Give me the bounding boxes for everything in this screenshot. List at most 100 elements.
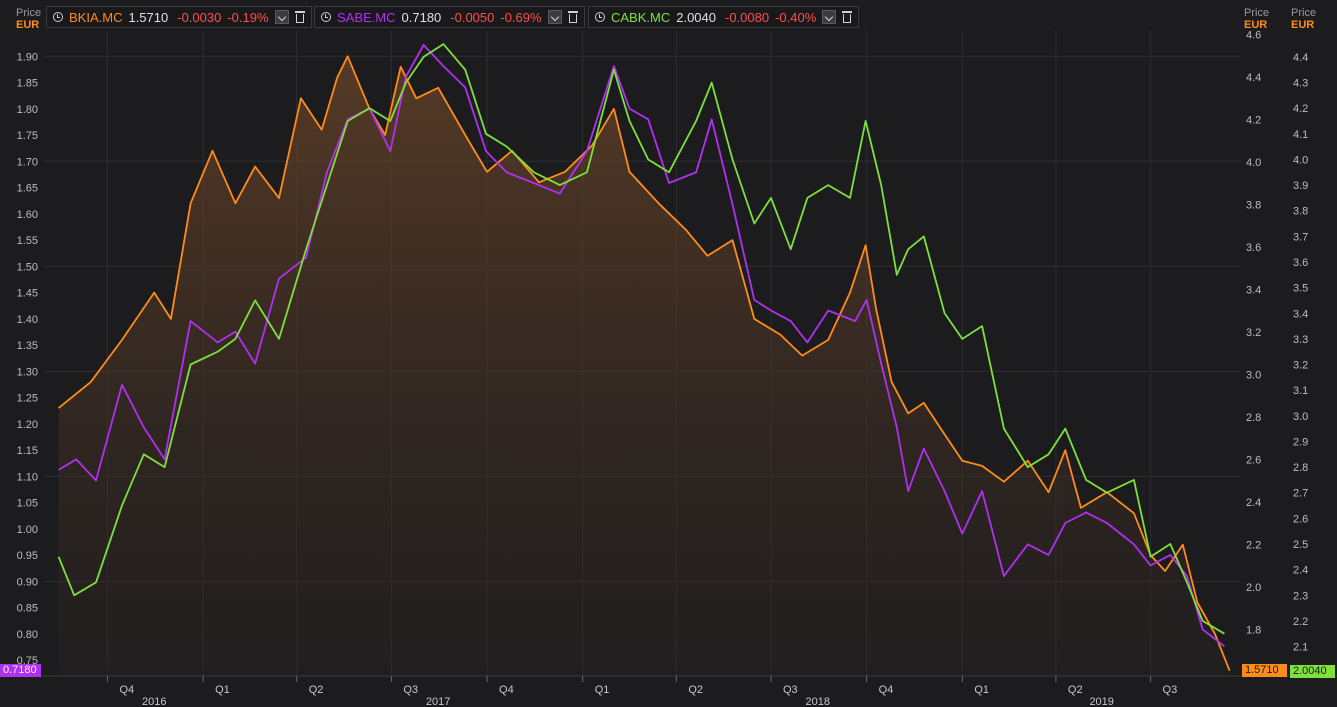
tick-label: 1.85 — [17, 78, 38, 90]
trash-icon[interactable] — [842, 11, 853, 23]
tick-label: 4.6 — [1246, 29, 1261, 41]
tick-label: 3.2 — [1293, 360, 1308, 372]
tick-label: 2.7 — [1293, 488, 1308, 500]
legend-sabe[interactable]: SABE.MC 0.7180 -0.0050 -0.69% — [314, 6, 585, 28]
tick-label: 1.65 — [17, 183, 38, 195]
time-axis: Q4 Q1 Q2 Q3 Q4 Q1 Q2 Q3 Q4 Q1 Q2 Q3 2016 2017 2018 2019 — [0, 675, 1337, 707]
tick-label: 2.4 — [1293, 565, 1308, 577]
tick-label: 1.60 — [17, 209, 38, 221]
series-line-bkia-mc — [58, 55, 1231, 672]
right-axis-1-header: Price EUR — [1244, 7, 1269, 31]
tick-label: 1.30 — [17, 366, 38, 378]
legend-bkia[interactable]: BKIA.MC 1.5710 -0.0030 -0.19% — [46, 6, 312, 28]
right-axis-2: 2.1 2.2 2.3 2.4 2.5 2.6 2.7 2.8 2.9 3.0 3.1 3.2 3.3 3… — [1293, 52, 1308, 654]
tick-label: 2.3 — [1293, 590, 1308, 602]
tick-label: 3.0 — [1293, 411, 1308, 423]
tick-label: 3.5 — [1293, 283, 1308, 295]
tick-label: 2.8 — [1246, 412, 1261, 424]
left-axis-header: Price EUR — [16, 7, 41, 31]
axis-title: Price — [1291, 7, 1317, 19]
tick-label: 3.4 — [1246, 284, 1261, 296]
quarter-label: Q3 — [783, 684, 798, 696]
tick-label: 3.7 — [1293, 231, 1308, 243]
tick-label: 1.15 — [17, 445, 38, 457]
legend-symbol: CABK.MC — [611, 9, 671, 25]
quarter-label: Q3 — [1163, 684, 1178, 696]
last-price-tag-bkia: 1.5710 — [1242, 664, 1287, 677]
legend-change: -0.0080 — [725, 9, 770, 25]
tick-label: 0.95 — [17, 550, 38, 562]
axis-title: Price — [1244, 7, 1270, 19]
axis-unit: EUR — [1244, 19, 1268, 31]
tick-label: 3.0 — [1246, 369, 1261, 381]
tick-label: 3.3 — [1293, 334, 1308, 346]
trash-icon[interactable] — [294, 11, 305, 23]
tick-label: 4.2 — [1246, 114, 1261, 126]
legend-price: 1.5710 — [128, 9, 169, 25]
quarter-label: Q2 — [688, 684, 703, 696]
year-label: 2019 — [1089, 696, 1113, 707]
legend-price: 0.7180 — [401, 9, 442, 25]
right-axis-2-header: Price EUR — [1291, 7, 1316, 31]
tick-label: 4.1 — [1293, 129, 1308, 141]
tick-label: 1.10 — [17, 471, 38, 483]
tick-label: 3.2 — [1246, 327, 1261, 339]
tick-label: 2.6 — [1293, 513, 1308, 525]
tick-label: 4.3 — [1293, 78, 1308, 90]
tick-label: 2.2 — [1246, 539, 1261, 551]
quarter-label: Q2 — [1068, 684, 1083, 696]
clock-icon — [595, 12, 605, 22]
right-axis-1: 1.8 2.0 2.2 2.4 2.6 2.8 3.0 3.2 3.4 3.6 3.8 4.0 4.2 4… — [1246, 29, 1261, 636]
tick-label: 2.1 — [1293, 642, 1308, 654]
tick-label: 2.9 — [1293, 436, 1308, 448]
legend-symbol: SABE.MC — [337, 9, 396, 25]
clock-icon — [53, 12, 63, 22]
tick-label: 3.1 — [1293, 385, 1308, 397]
tick-label: 2.4 — [1246, 497, 1261, 509]
quarter-label: Q4 — [499, 684, 514, 696]
tick-label: 1.55 — [17, 235, 38, 247]
tick-label: 1.40 — [17, 314, 38, 326]
tick-label: 1.70 — [17, 156, 38, 168]
legend-symbol: BKIA.MC — [69, 9, 123, 25]
quarter-label: Q4 — [119, 684, 134, 696]
tick-label: 1.50 — [17, 261, 38, 273]
last-price-tag-cabk: 2.0040 — [1290, 665, 1335, 678]
tick-label: 1.80 — [17, 104, 38, 116]
year-label: 2016 — [142, 696, 166, 707]
left-axis: 0.750.800.850.900.951.001.051.101.151.20… — [17, 51, 38, 667]
tick-label: 3.4 — [1293, 308, 1308, 320]
legend-change: -0.0030 — [177, 9, 222, 25]
tick-label: 1.75 — [17, 130, 38, 142]
legend-percent: -0.69% — [500, 9, 542, 25]
chevron-down-icon[interactable] — [274, 10, 289, 24]
quarter-label: Q3 — [403, 684, 418, 696]
tick-label: 0.85 — [17, 603, 38, 615]
tick-label: 3.8 — [1293, 206, 1308, 218]
tick-label: 1.45 — [17, 288, 38, 300]
chevron-down-icon[interactable] — [547, 10, 562, 24]
tick-label: 3.9 — [1293, 180, 1308, 192]
quarter-label: Q1 — [215, 684, 230, 696]
quarter-label: Q2 — [309, 684, 324, 696]
year-label: 2017 — [426, 696, 450, 707]
tick-label: 4.0 — [1293, 154, 1308, 166]
quarter-label: Q1 — [974, 684, 989, 696]
trash-icon[interactable] — [567, 11, 578, 23]
tick-label: 2.0 — [1246, 582, 1261, 594]
year-label: 2018 — [806, 696, 830, 707]
tick-label: 4.4 — [1293, 52, 1308, 64]
tick-label: 1.05 — [17, 498, 38, 510]
tick-label: 3.8 — [1246, 199, 1261, 211]
legend-change: -0.0050 — [450, 9, 495, 25]
tick-label: 4.4 — [1246, 72, 1261, 84]
tick-label: 2.8 — [1293, 462, 1308, 474]
chevron-down-icon[interactable] — [822, 10, 837, 24]
series-layer — [57, 43, 1231, 677]
tick-label: 1.20 — [17, 419, 38, 431]
legend-price: 2.0040 — [676, 9, 716, 25]
quarter-label: Q1 — [595, 684, 610, 696]
legend-cabk[interactable]: CABK.MC 2.0040 -0.0080 -0.40% — [588, 6, 860, 28]
tick-label: 0.90 — [17, 576, 38, 588]
